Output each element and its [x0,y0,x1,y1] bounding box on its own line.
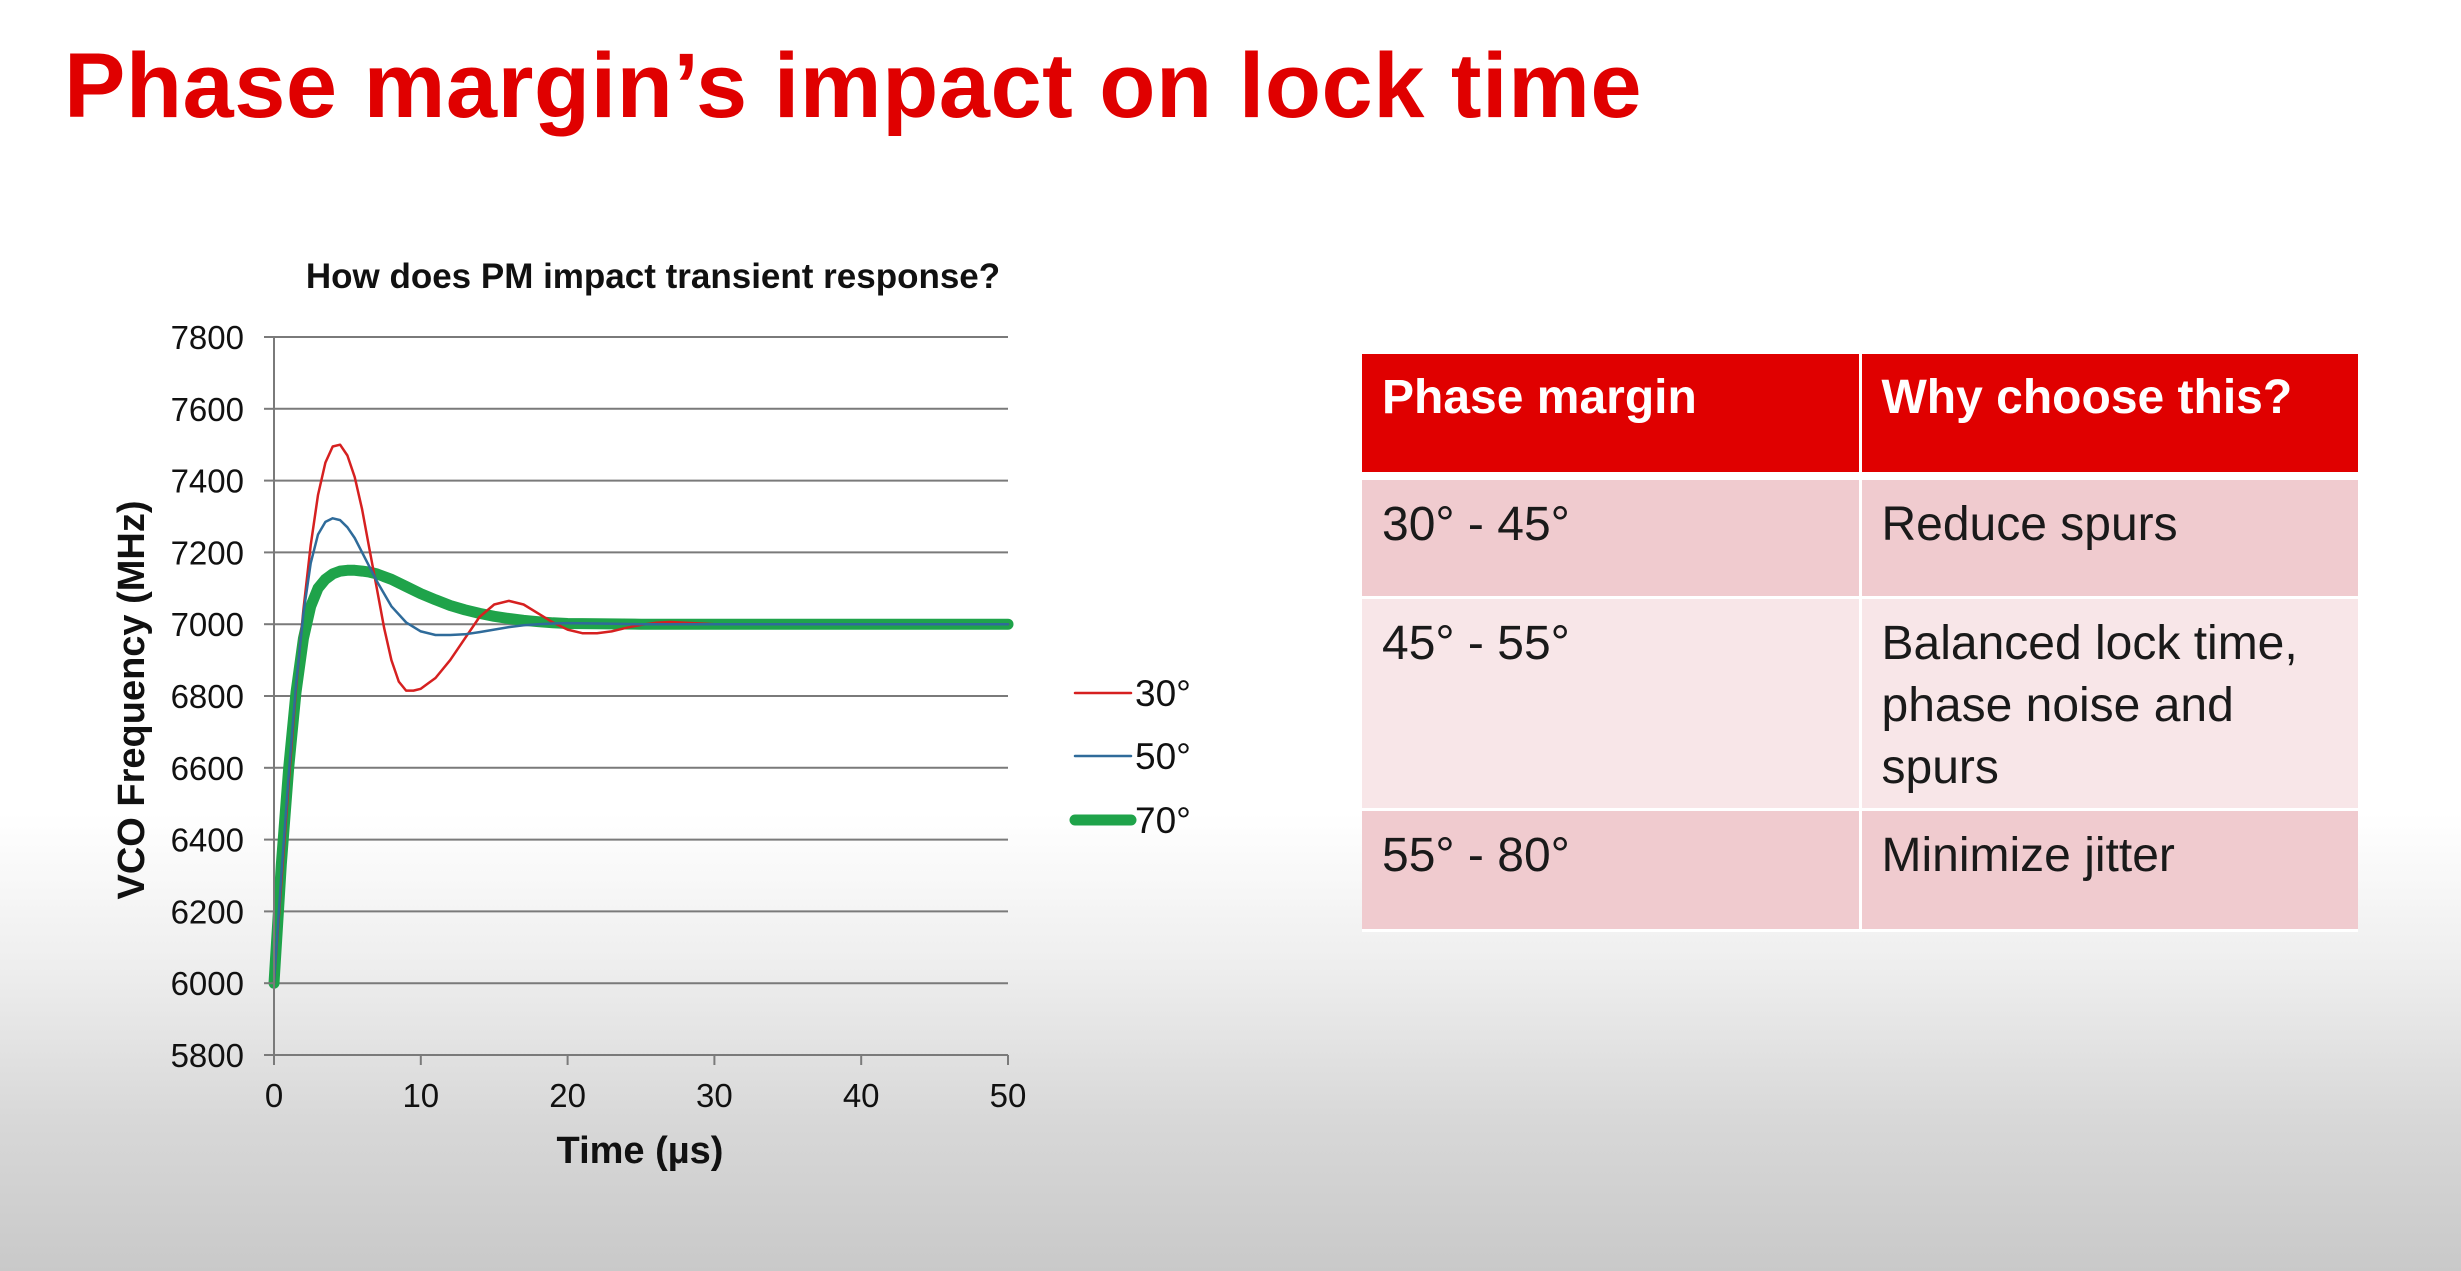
y-tick-label: 6600 [171,750,244,787]
header-why-choose: Why choose this? [1860,354,2358,480]
chart-axes: 5800 6000 6200 6400 6600 6800 7000 7200 7400 7600… [171,319,1027,1114]
legend-label: 30° [1135,673,1191,714]
series-line-1 [272,517,1010,985]
y-tick-label: 6000 [171,965,244,1002]
series-line-0 [272,443,1010,985]
x-tick-label: 20 [549,1077,586,1114]
transient-response-chart: 5800 6000 6200 6400 6600 6800 7000 7200 7400 7600… [111,257,1191,1172]
y-tick-label: 6400 [171,822,244,859]
x-tick-label: 50 [990,1077,1027,1114]
y-tick-label: 7000 [171,606,244,643]
chart-title: How does PM impact transient response? [306,257,1000,296]
table-cell-reason: Balanced lock time, phase noise and spur… [1860,597,2358,811]
table-row: 45° - 55° Balanced lock time, phase nois… [1362,597,2358,811]
x-tick-label: 0 [265,1077,283,1114]
x-tick-label: 10 [402,1077,439,1114]
chart-grid [274,336,1008,1056]
legend-label: 70° [1135,800,1191,841]
phase-margin-table: Phase margin Why choose this? 30° - 45° … [1362,354,2358,932]
x-axis-label: Time (µs) [557,1130,724,1172]
table-row: 30° - 45° Reduce spurs [1362,476,2358,599]
table-cell-reason: Minimize jitter [1860,809,2358,932]
y-axis-label: VCO Frequency (MHz) [111,500,153,899]
y-tick-label: 7600 [171,391,244,428]
table-header-row: Phase margin Why choose this? [1362,354,2358,480]
table-cell-range: 45° - 55° [1362,597,1862,811]
slide-title: Phase margin’s impact on lock time [64,35,1643,137]
chart-series [268,443,1014,989]
y-tick-label: 7800 [171,319,244,356]
y-tick-label: 7400 [171,463,244,500]
table-cell-range: 30° - 45° [1362,476,1862,599]
y-tick-label: 7200 [171,534,244,571]
table-row: 55° - 80° Minimize jitter [1362,809,2358,932]
y-tick-label: 5800 [171,1037,244,1074]
table-cell-range: 55° - 80° [1362,809,1862,932]
x-tick-label: 40 [843,1077,880,1114]
x-tick-label: 30 [696,1077,733,1114]
chart-legend: 30° 50° 70° [1069,673,1191,841]
legend-label: 50° [1135,736,1191,777]
y-tick-label: 6200 [171,893,244,930]
header-phase-margin: Phase margin [1362,354,1862,480]
y-tick-label: 6800 [171,678,244,715]
table-cell-reason: Reduce spurs [1860,476,2358,599]
